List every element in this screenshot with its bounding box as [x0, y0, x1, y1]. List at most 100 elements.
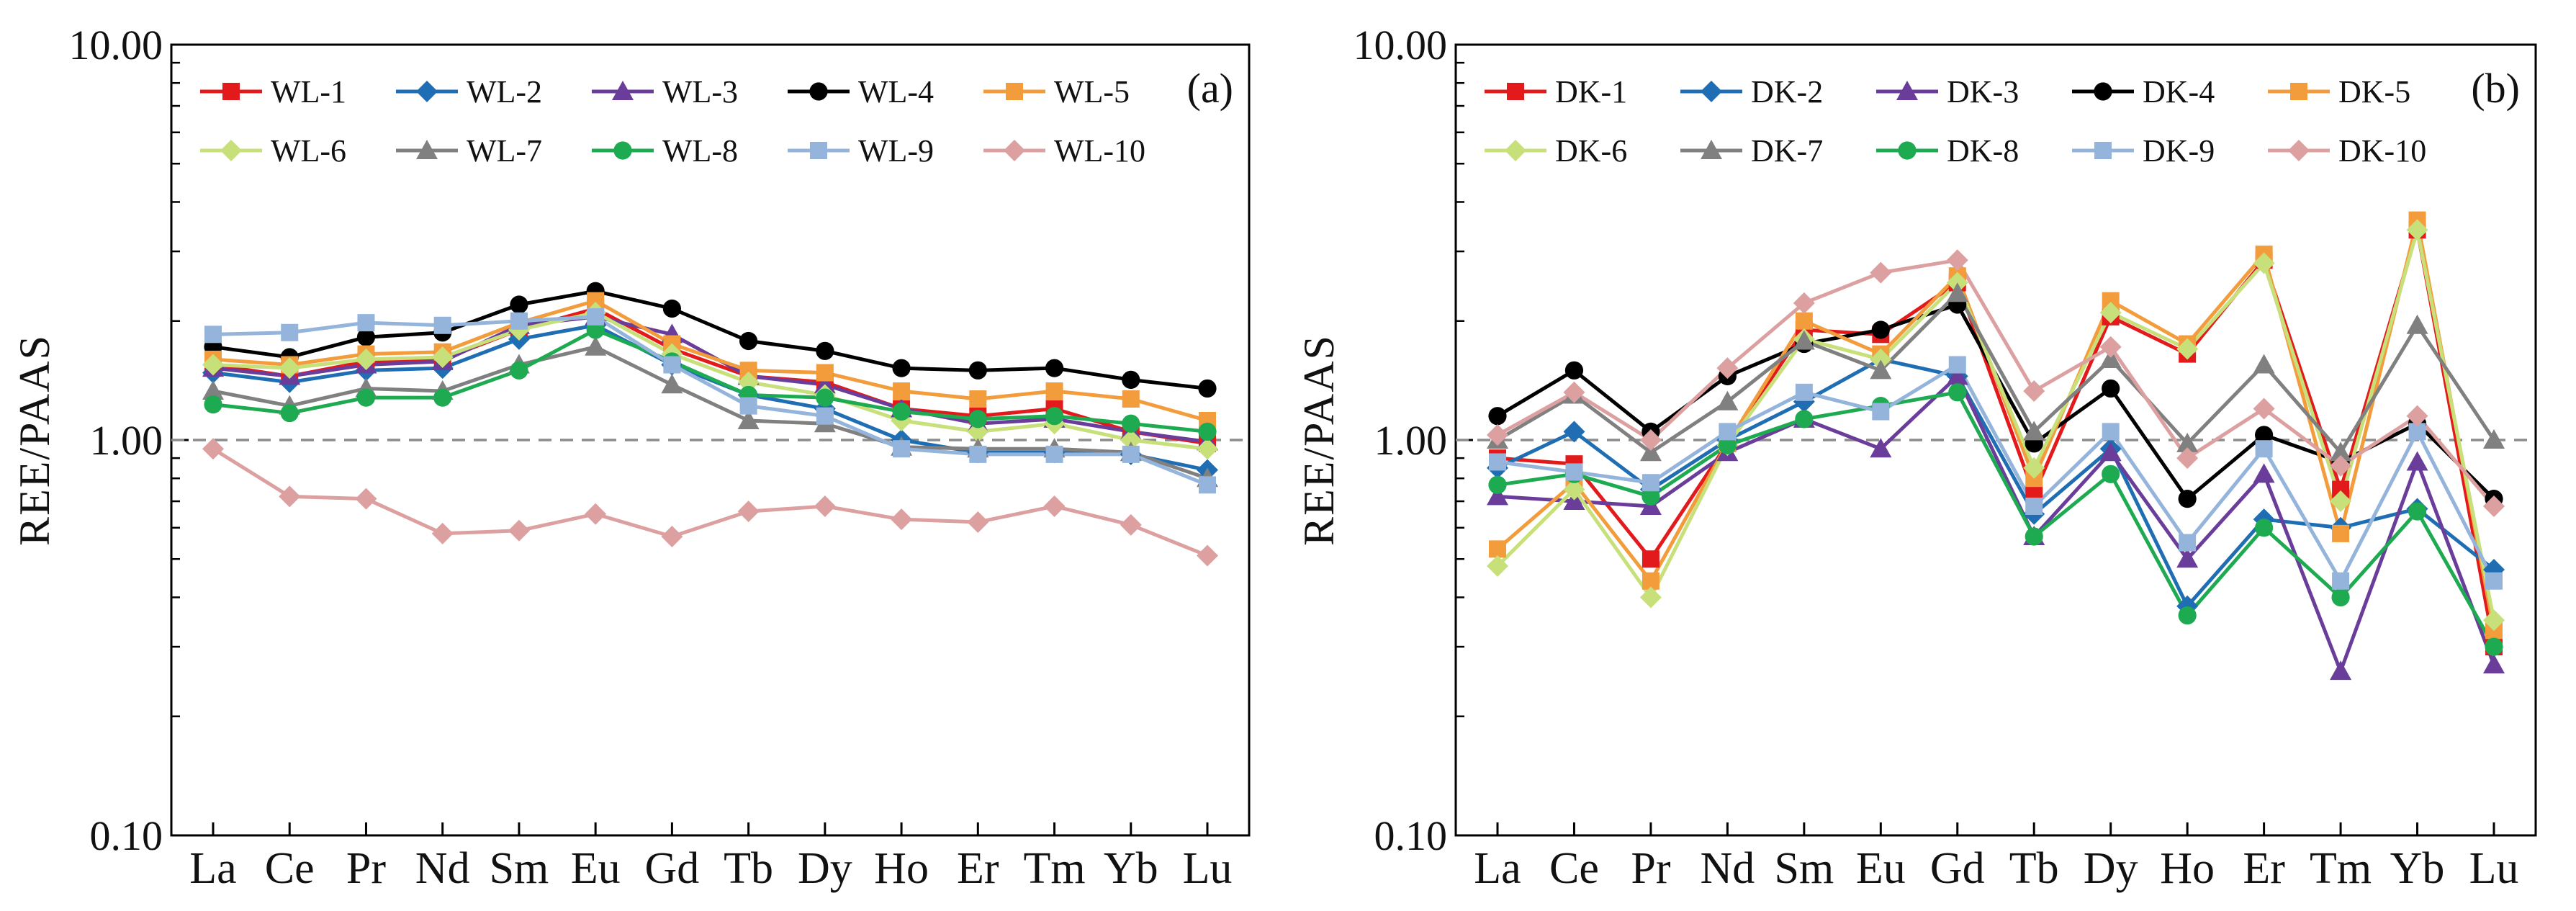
data-point-dk-7-gd [1946, 282, 1968, 302]
data-point-dk-10-pr [1639, 429, 1662, 451]
data-point-dk-6-dy [2099, 302, 2122, 324]
data-point-wl-8-er [968, 410, 987, 428]
x-tick-label: Ho [874, 844, 929, 893]
x-tick-label: Dy [798, 844, 852, 893]
data-point-dk-5-tm [2332, 524, 2350, 542]
data-point-dk-8-ho [2178, 606, 2197, 625]
legend-label: WL-1 [271, 74, 346, 109]
data-point-wl-10-gd [661, 526, 683, 548]
data-point-wl-5-dy [816, 364, 834, 382]
x-tick-label: Yb [1104, 844, 1158, 893]
data-point-dk-7-er [2253, 354, 2275, 374]
legend: DK-1 DK-2 DK-3 DK-4 DK-5 DK-6 DK-7 DK-8 DK-9 DK-1… [1485, 74, 2426, 169]
panel-label: (b) [2471, 65, 2520, 112]
data-point-dk-9-pr [1641, 474, 1659, 492]
data-point-wl-4-er [968, 361, 987, 380]
data-point-dk-8-lu [2485, 637, 2503, 656]
legend-marker [613, 141, 632, 160]
legend-label: DK-6 [1555, 133, 1627, 169]
legend-label: WL-6 [271, 133, 346, 169]
data-point-dk-6-tm [2330, 490, 2352, 513]
data-point-wl-9-nd [433, 316, 451, 334]
legend-marker [220, 140, 242, 161]
legend-marker [1004, 140, 1025, 161]
data-point-dk-6-lu [2483, 609, 2505, 632]
legend-label: DK-2 [1751, 74, 1823, 109]
data-point-dk-8-yb [2408, 502, 2427, 521]
data-point-wl-4-tm [1045, 359, 1064, 377]
y-tick-label: 10.00 [69, 22, 163, 68]
x-tick-label: Gd [644, 844, 699, 893]
series-line-dk-9 [1497, 363, 2496, 583]
data-point-dk-3-lu [2483, 654, 2505, 674]
data-point-dk-9-gd [1948, 356, 1966, 374]
data-point-wl-9-pr [357, 314, 375, 332]
data-point-wl-8-dy [816, 388, 834, 407]
data-point-dk-6-eu [1870, 348, 1892, 370]
data-point-dk-8-er [2255, 519, 2274, 537]
legend-marker [1505, 140, 1526, 161]
data-point-dk-7-pr [1639, 441, 1662, 462]
legend-marker [2094, 82, 2112, 101]
data-point-wl-10-nd [431, 522, 454, 544]
data-point-wl-10-eu [585, 503, 607, 525]
data-point-dk-6-yb [2406, 219, 2428, 241]
legend-label: WL-5 [1054, 74, 1130, 109]
data-point-dk-6-la [1487, 555, 1508, 577]
data-point-wl-6-pr [355, 348, 377, 370]
panel-label: (a) [1187, 65, 1233, 112]
data-point-dk-5-sm [1795, 312, 1813, 330]
data-point-dk-1-pr [1641, 550, 1659, 568]
data-point-wl-9-tb [739, 397, 757, 415]
series-line-dk-1 [1497, 228, 2496, 647]
data-point-wl-8-pr [356, 388, 376, 407]
data-point-dk-6-er [2253, 252, 2275, 274]
data-point-dk-10-dy [2099, 336, 2122, 358]
series-line-wl-9 [212, 315, 1208, 487]
data-point-wl-3-dy [814, 374, 836, 394]
data-point-dk-3-gd [1946, 365, 1968, 385]
series-line-dk-10 [1496, 258, 2495, 508]
data-point-wl-5-tm [1045, 382, 1063, 400]
chart-panel-a: 0.10 1.00 10.00 La Ce Pr Nd Sm Eu Gd Tb Dy Ho Er Tm Yb L… [11, 22, 1251, 893]
data-point-wl-9-yb [1122, 445, 1140, 463]
data-point-dk-4-ho [2178, 490, 2197, 508]
data-point-wl-9-dy [816, 407, 834, 425]
series-line-dk-2 [1496, 357, 2495, 609]
data-point-dk-8-la [1488, 475, 1507, 494]
data-point-dk-10-tb [2023, 380, 2045, 403]
legend-marker [1896, 81, 1918, 100]
data-point-wl-9-sm [510, 312, 528, 330]
data-point-wl-4-tb [739, 331, 758, 351]
data-point-dk-7-tb [2023, 421, 2045, 441]
legend: WL-1 WL-2 WL-3 WL-4 WL-5 WL-6 WL-7 WL-8 WL-9 WL-1… [200, 74, 1145, 169]
data-point-wl-9-eu [587, 308, 605, 326]
data-point-dk-3-yb [2406, 451, 2428, 471]
data-point-wl-6-yb [1120, 429, 1142, 451]
data-point-wl-6-lu [1197, 438, 1218, 460]
data-point-wl-10-pr [355, 488, 377, 510]
legend-marker [612, 81, 634, 100]
series-line-wl-5 [212, 299, 1208, 423]
data-point-dk-10-eu [1870, 261, 1892, 284]
data-point-dk-10-gd [1946, 249, 1968, 271]
data-point-wl-6-tb [737, 371, 760, 393]
legend-marker [1701, 140, 1722, 159]
x-tick-label: Gd [1930, 844, 1985, 893]
data-point-wl-10-sm [508, 519, 530, 542]
data-point-wl-7-tb [737, 409, 760, 429]
data-point-dk-7-eu [1870, 359, 1892, 380]
data-point-dk-3-dy [2099, 441, 2122, 462]
x-tick-label: Dy [2084, 844, 2138, 893]
data-point-dk-3-eu [1870, 438, 1892, 458]
data-point-wl-8-nd [433, 388, 452, 407]
data-point-wl-9-gd [663, 356, 681, 374]
x-tick-label: Er [2243, 844, 2285, 893]
legend-marker [1006, 83, 1023, 100]
data-point-wl-10-la [202, 438, 224, 460]
data-point-wl-8-la [204, 395, 222, 414]
data-point-dk-9-tm [2332, 572, 2350, 590]
data-point-dk-4-er [2255, 426, 2274, 444]
data-point-dk-10-yb [2406, 405, 2428, 427]
